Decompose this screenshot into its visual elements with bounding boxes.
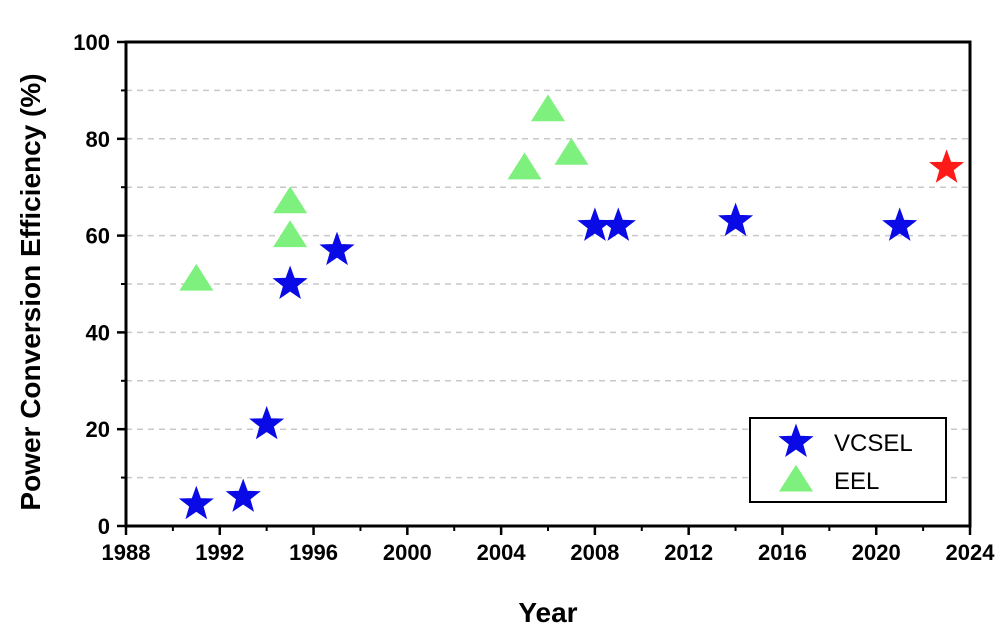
eel-point — [179, 263, 214, 291]
legend-label-eel: EEL — [834, 468, 879, 495]
x-tick-label: 1988 — [102, 540, 151, 565]
gridlines — [126, 89, 970, 479]
vcsel-point — [882, 207, 918, 241]
x-tick-label: 1996 — [289, 540, 338, 565]
x-axis: 1988 1992 1996 2000 2004 2008 2012 2016 2020 2024 — [102, 526, 996, 565]
y-axis: 0 20 40 60 80 100 — [73, 30, 126, 539]
eel-point — [554, 138, 589, 165]
x-tick-label: 2020 — [852, 540, 901, 565]
legend-marker-vcsel — [778, 423, 814, 457]
vcsel-point — [319, 231, 355, 266]
y-tick-label: 100 — [73, 30, 110, 55]
vcsel-point — [272, 265, 308, 299]
x-tick-label: 2000 — [383, 540, 432, 565]
legend-label-vcsel: VCSEL — [834, 430, 913, 457]
vcsel-point — [225, 478, 261, 512]
eel-point — [273, 186, 308, 214]
eel-point — [507, 152, 542, 180]
x-tick-label: 2008 — [570, 540, 619, 565]
eel-point — [531, 94, 565, 122]
x-tick-label: 2016 — [758, 540, 807, 565]
y-axis-title: Power Conversion Efficiency (%) — [15, 73, 46, 510]
data-points — [178, 94, 965, 520]
legend: VCSEL EEL — [749, 417, 947, 503]
x-tick-label: 1992 — [195, 540, 244, 565]
y-tick-label: 60 — [86, 224, 110, 249]
eel-point — [273, 220, 308, 248]
y-tick-label: 0 — [98, 514, 110, 539]
y-tick-label: 40 — [86, 320, 110, 345]
x-axis-title: Year — [518, 597, 577, 628]
y-tick-label: 20 — [86, 417, 110, 442]
x-tick-label: 2004 — [477, 540, 527, 565]
y-tick-label: 80 — [86, 127, 110, 152]
x-tick-label: 2024 — [946, 540, 996, 565]
vcsel-point — [178, 485, 214, 520]
vcsel-point — [249, 405, 285, 440]
vcsel-point — [600, 207, 636, 241]
vcsel-point — [718, 202, 754, 236]
highlight-point — [929, 149, 965, 183]
x-tick-label: 2012 — [664, 540, 713, 565]
legend-marker-eel — [779, 464, 813, 492]
